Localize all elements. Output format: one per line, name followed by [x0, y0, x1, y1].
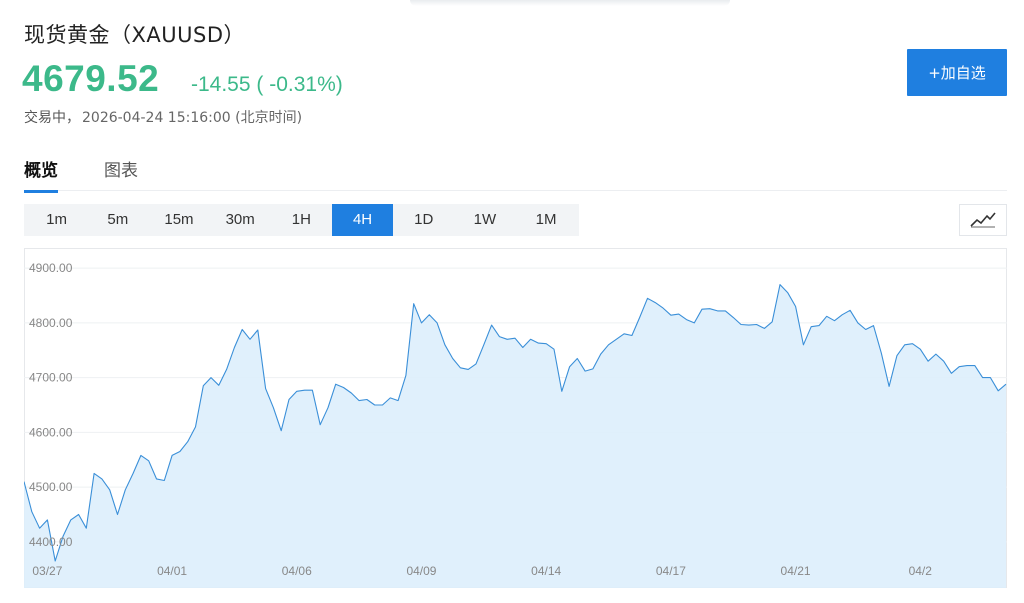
price-chart[interactable]: 4900.00 4800.00 4700.00 4600.00 4500.00 4400.… — [23, 248, 1007, 588]
current-price: 4679.52 — [22, 58, 160, 99]
price-area — [24, 284, 1006, 588]
tab-bar: 概览 图表 — [24, 152, 1007, 193]
period-1w[interactable]: 1W — [473, 211, 497, 228]
y-tick-label: 4800.00 — [29, 316, 73, 330]
period-15m[interactable]: 15m — [164, 211, 194, 228]
y-tick-label: 4400.00 — [29, 535, 73, 549]
period-4h[interactable]: 4H — [331, 204, 394, 236]
x-tick-label: 03/27 — [32, 564, 62, 578]
y-tick-label: 4500.00 — [29, 480, 73, 494]
chart-type-button[interactable] — [959, 204, 1007, 236]
timestamp: 2026-04-24 15:16:00 (北京时间) — [82, 110, 303, 126]
x-tick-label: 04/14 — [531, 564, 561, 578]
status-label: 交易中， — [24, 110, 80, 126]
trading-status: 交易中， 2026-04-24 15:16:00 (北京时间) — [24, 107, 302, 127]
x-tick-label: 04/06 — [282, 564, 312, 578]
tab-chart[interactable]: 图表 — [104, 161, 138, 181]
x-tick-label: 04/01 — [157, 564, 187, 578]
period-1h[interactable]: 1H — [291, 211, 311, 228]
period-1mo[interactable]: 1M — [535, 211, 557, 228]
period-5m[interactable]: 5m — [107, 211, 129, 228]
period-selector: 1m 5m 15m 30m 1H 4H 1D 1W 1M — [24, 204, 579, 236]
tab-overview[interactable]: 概览 — [24, 156, 58, 193]
y-tick-label: 4700.00 — [29, 371, 73, 385]
y-tick-label: 4600.00 — [29, 425, 73, 439]
line-chart-icon — [970, 212, 996, 228]
x-tick-label: 04/09 — [406, 564, 436, 578]
period-1m[interactable]: 1m — [46, 211, 68, 228]
top-edge-shadow — [410, 0, 730, 6]
x-tick-label: 04/17 — [656, 564, 686, 578]
period-1d[interactable]: 1D — [414, 211, 434, 228]
x-tick-label: 04/2 — [909, 564, 933, 578]
price-chart-svg: 4900.00 4800.00 4700.00 4600.00 4500.00 4400.… — [23, 248, 1007, 588]
price-change: -14.55 ( -0.31%) — [191, 73, 343, 96]
add-to-watchlist-button[interactable]: +加自选 — [907, 49, 1007, 96]
page-title: 现货黄金（XAUUSD） — [24, 23, 245, 47]
price-line — [23, 284, 1007, 562]
x-tick-label: 04/21 — [781, 564, 811, 578]
y-tick-label: 4900.00 — [29, 261, 73, 275]
period-30m[interactable]: 30m — [225, 211, 255, 228]
